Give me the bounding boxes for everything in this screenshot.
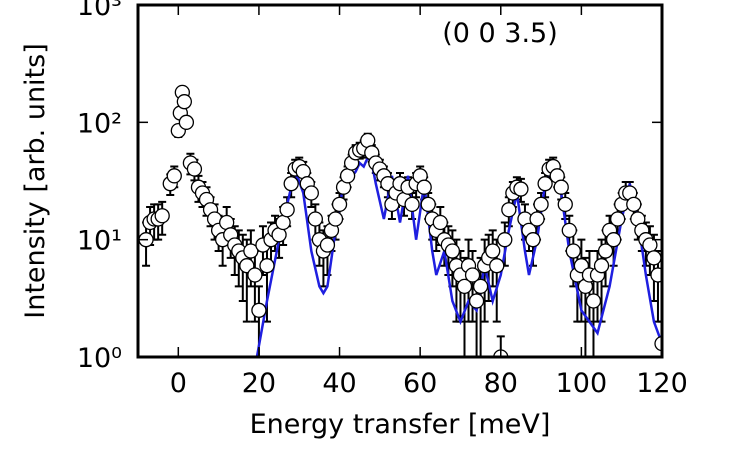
data-point bbox=[468, 293, 485, 309]
data-point bbox=[327, 211, 344, 227]
data-point bbox=[593, 258, 610, 274]
data-point bbox=[626, 196, 642, 212]
data-point bbox=[251, 302, 267, 318]
data-point bbox=[303, 185, 319, 201]
data-point bbox=[339, 168, 356, 184]
data-point bbox=[275, 214, 291, 231]
data-point bbox=[585, 293, 602, 309]
data-point bbox=[597, 243, 614, 259]
x-tick-label: 80 bbox=[484, 368, 518, 399]
data-point bbox=[283, 176, 299, 192]
data-point bbox=[166, 168, 182, 184]
x-axis-label: Energy transfer [meV] bbox=[250, 409, 551, 440]
data-point bbox=[247, 267, 263, 283]
data-point bbox=[178, 114, 195, 130]
x-tick-label: 20 bbox=[242, 368, 276, 399]
data-point bbox=[444, 243, 461, 259]
plot-frame bbox=[136, 3, 664, 359]
data-point bbox=[420, 196, 436, 212]
data-point bbox=[472, 278, 489, 295]
y-tick-label: 10² bbox=[77, 108, 122, 139]
data-point bbox=[404, 196, 420, 212]
data-point bbox=[485, 243, 501, 259]
data-point bbox=[557, 196, 573, 212]
x-tick-label: 0 bbox=[170, 368, 187, 399]
data-point bbox=[537, 176, 553, 192]
data-point bbox=[319, 237, 336, 253]
fit-line bbox=[255, 155, 662, 357]
data-point bbox=[529, 211, 545, 227]
data-point bbox=[650, 267, 662, 283]
x-tick-label: 100 bbox=[556, 368, 608, 399]
data-point bbox=[416, 179, 432, 195]
data-point bbox=[307, 211, 324, 227]
data-point bbox=[243, 243, 259, 259]
y-tick-label: 10⁰ bbox=[77, 343, 122, 374]
data-point bbox=[259, 258, 275, 274]
data-point bbox=[513, 181, 529, 197]
data-point bbox=[646, 250, 662, 266]
data-point bbox=[456, 278, 473, 295]
data-point bbox=[565, 243, 581, 259]
error-bar bbox=[658, 320, 662, 357]
data-point bbox=[553, 179, 569, 195]
y-tick-label: 10³ bbox=[77, 0, 122, 22]
x-tick-label: 60 bbox=[403, 368, 437, 399]
data-point bbox=[176, 94, 193, 110]
x-tick-label: 120 bbox=[636, 368, 688, 399]
y-tick-label: 10¹ bbox=[77, 226, 122, 257]
y-axis-label: Intensity [arb. units] bbox=[20, 43, 51, 319]
x-tick-label: 40 bbox=[322, 368, 356, 399]
data-point bbox=[186, 161, 203, 177]
data-point bbox=[561, 222, 577, 239]
data-point bbox=[464, 267, 481, 283]
data-point bbox=[654, 335, 662, 352]
data-point bbox=[154, 208, 170, 224]
data-point bbox=[489, 258, 505, 274]
data-point bbox=[525, 232, 541, 248]
plot-area bbox=[138, 84, 662, 357]
data-point bbox=[497, 232, 513, 248]
annotation: (0 0 3.5) bbox=[442, 18, 558, 49]
data-point bbox=[605, 232, 622, 248]
data-point bbox=[533, 196, 549, 212]
error-bar bbox=[496, 335, 505, 357]
data-point bbox=[432, 214, 448, 231]
data-point bbox=[331, 196, 348, 212]
data-point bbox=[501, 202, 517, 218]
data-point bbox=[279, 202, 295, 218]
data-point bbox=[610, 211, 626, 227]
